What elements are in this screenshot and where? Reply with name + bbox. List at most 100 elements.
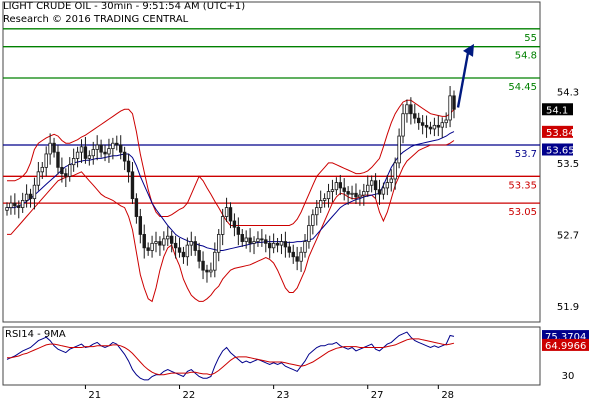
candle-body-105	[417, 117, 421, 124]
candle-body-16	[68, 164, 72, 177]
candle-body-112	[444, 119, 448, 124]
candle-body-8	[36, 171, 41, 186]
candle-body-107	[424, 124, 429, 128]
candle-body-100	[397, 135, 401, 164]
candle-body-17	[71, 158, 76, 166]
candle-body-61	[244, 237, 248, 242]
candle-body-96	[381, 187, 386, 195]
candle-body-77	[307, 225, 311, 242]
candle-body-40	[162, 238, 166, 246]
candle-body-13	[56, 151, 60, 168]
candle-body-3	[17, 205, 21, 208]
candle-body-19	[79, 146, 84, 153]
candle-body-59	[236, 226, 241, 235]
candle-body-29	[119, 144, 123, 153]
candle-body-68	[271, 242, 276, 249]
candle-body-55	[220, 216, 225, 235]
candle-body-10	[44, 153, 48, 168]
candle-body-71	[283, 241, 288, 248]
x-tick-label-2: 23	[277, 390, 290, 400]
price-tag-label-2: 53.65	[546, 145, 575, 156]
candle-body-93	[369, 180, 374, 186]
candle-body-11	[48, 142, 52, 155]
rsi-series-rsi14	[6, 331, 455, 381]
rsi-tag-label-1: 64.9966	[545, 341, 586, 352]
candle-body-31	[126, 160, 131, 173]
candle-body-32	[130, 171, 135, 200]
candle-body-91	[362, 191, 366, 196]
candle-body-47	[189, 241, 193, 246]
candle-body-37	[150, 242, 154, 251]
candle-body-74	[295, 256, 299, 262]
candle-body-30	[122, 151, 127, 162]
price-tag-label-1: 53.8475	[546, 128, 587, 139]
candle-body-104	[413, 113, 417, 119]
price-tag-2	[542, 143, 573, 156]
candle-body-64	[256, 238, 260, 242]
candle-body-65	[260, 238, 264, 241]
candle-body-33	[134, 198, 139, 217]
candle-body-21	[87, 155, 92, 159]
level-label-3: 53.7	[515, 149, 537, 160]
candle-body-82	[326, 191, 331, 200]
x-tick-label-4: 28	[441, 390, 454, 400]
rsi-tag-label-0: 75.3704	[545, 332, 586, 343]
candle-body-95	[377, 189, 382, 195]
candle-body-18	[75, 151, 80, 159]
price-tag-label-0: 54.1	[546, 105, 568, 116]
candle-body-14	[60, 166, 64, 175]
rsi-panel-frame	[2, 326, 541, 386]
candle-body-84	[334, 182, 339, 191]
candle-body-1	[9, 202, 13, 208]
candle-body-50	[201, 260, 205, 271]
candle-body-36	[146, 247, 150, 251]
candle-body-75	[299, 251, 303, 262]
candle-body-44	[177, 247, 182, 253]
x-tick-label-3: 27	[371, 390, 384, 400]
candle-body-38	[154, 241, 158, 244]
candle-body-25	[103, 151, 107, 155]
candle-body-89	[354, 192, 358, 198]
rsi-tag-1	[542, 338, 589, 351]
candle-body-97	[385, 182, 390, 189]
candle-body-106	[420, 122, 425, 126]
candle-body-42	[169, 235, 174, 244]
candle-body-99	[393, 162, 397, 180]
candle-body-70	[279, 241, 284, 246]
candle-body-24	[99, 144, 103, 153]
forecast-arrow-shaft	[456, 52, 470, 108]
candle-body-46	[185, 244, 190, 258]
candle-body-78	[311, 214, 315, 226]
candle-body-62	[248, 237, 252, 244]
candle-body-113	[448, 95, 452, 121]
rsi-tick-label-1: 30	[562, 371, 575, 382]
candle-body-109	[432, 124, 437, 130]
candle-body-73	[291, 251, 295, 258]
candle-body-80	[318, 200, 323, 208]
level-label-2: 54.45	[508, 82, 537, 93]
candle-body-22	[91, 149, 95, 157]
candle-body-26	[107, 148, 111, 155]
candle-body-114	[452, 95, 456, 110]
candle-body-94	[373, 180, 378, 191]
candle-body-81	[322, 198, 327, 201]
candle-body-9	[40, 166, 44, 173]
candle-body-92	[366, 184, 370, 192]
main-panel-frame	[2, 1, 541, 323]
candle-body-72	[287, 246, 292, 253]
candle-body-0	[5, 207, 9, 211]
candle-body-98	[389, 178, 393, 183]
rsi-title: RSI14 - 9MA	[5, 329, 66, 340]
candle-body-76	[303, 241, 307, 253]
price-tag-0	[542, 103, 573, 116]
candle-body-54	[217, 234, 221, 253]
candle-body-63	[252, 241, 256, 244]
candle-body-48	[193, 241, 197, 251]
candle-body-12	[52, 142, 56, 153]
candle-body-67	[268, 242, 272, 249]
candle-body-49	[197, 250, 201, 262]
rsi-series-ma9	[7, 338, 455, 376]
candle-body-86	[342, 187, 346, 192]
candle-body-15	[64, 173, 68, 177]
